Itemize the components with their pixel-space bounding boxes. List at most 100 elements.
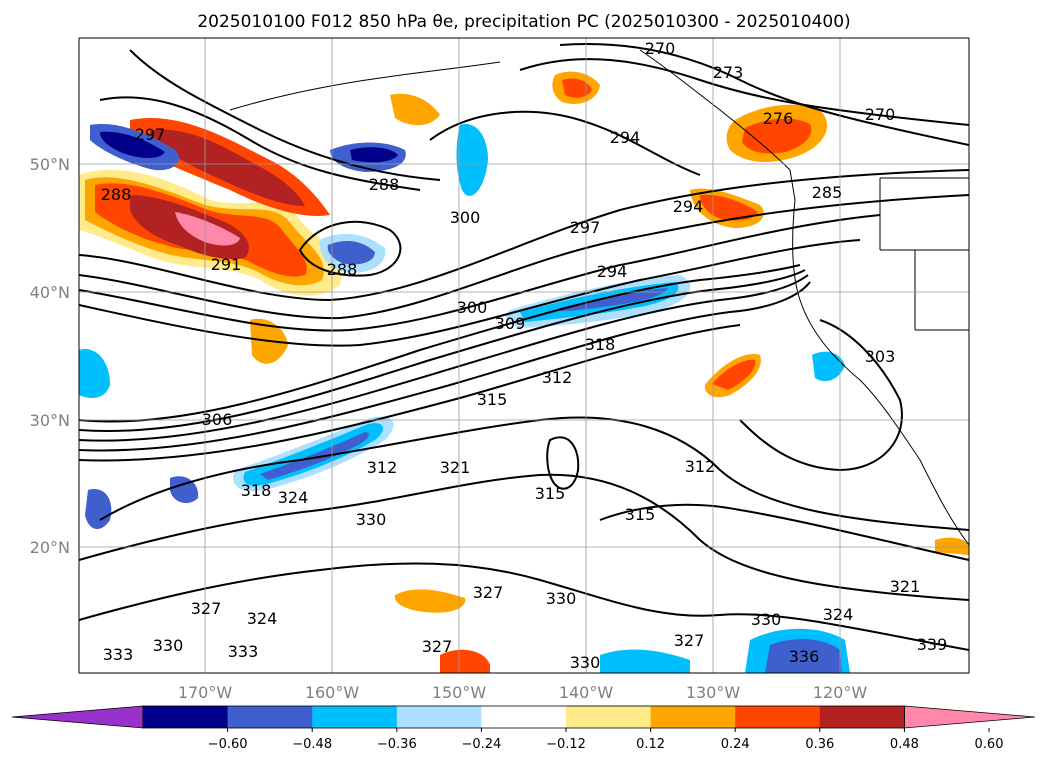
colorbar-bin [227, 706, 313, 728]
lon-label: 160°W [305, 683, 360, 702]
contour-line [99, 96, 421, 191]
contour-line [79, 324, 741, 462]
shade-negative [100, 131, 165, 158]
contour-line [79, 169, 969, 302]
contour-labels: 270 273 276 270 294 288 294 297 300 291 288 285 288 2… [101, 39, 948, 672]
map-frame [78, 37, 970, 674]
contour-line [79, 281, 811, 452]
contour-label: 300 [457, 298, 488, 317]
contour-label: 312 [367, 458, 398, 477]
contour-label: 315 [535, 484, 566, 503]
contour-label: 327 [422, 637, 453, 656]
colorbar-bin [143, 706, 229, 728]
lon-label: 170°W [178, 683, 233, 702]
shade-positive [175, 212, 240, 246]
contour-line [79, 473, 969, 601]
contour-label: 330 [751, 610, 782, 629]
contour-label: 270 [865, 105, 896, 124]
shade-positive [440, 649, 490, 673]
shade-positive [394, 589, 466, 613]
colorbar-tick-label: −0.60 [208, 737, 248, 752]
contour-label: 294 [597, 262, 628, 281]
contour-label: 303 [865, 347, 896, 366]
colorbar-bin [312, 706, 398, 728]
shade-negative [560, 288, 668, 311]
shade-negative [79, 349, 110, 398]
map-area: 270 273 276 270 294 288 294 297 300 291 288 285 288 2… [78, 37, 970, 674]
contour-line [79, 274, 809, 442]
shade-negative [327, 240, 375, 265]
colorbar-extend-high [904, 705, 1036, 729]
lat-label: 50°N [30, 155, 70, 174]
coastline [639, 49, 969, 546]
contour-label: 276 [763, 109, 794, 128]
colorbar-bin [735, 706, 821, 728]
colorbar-extend-low [11, 705, 144, 729]
theta-e-contours [79, 43, 969, 651]
shade-positive [562, 78, 592, 98]
contour-line [79, 562, 969, 651]
shade-negative [170, 476, 199, 504]
contour-line [129, 49, 441, 181]
colorbar-bin [819, 706, 905, 728]
contour-label: 300 [450, 208, 481, 227]
contour-label: 318 [241, 481, 272, 500]
contour-line [519, 58, 969, 126]
shade-positive [742, 118, 812, 154]
contour-label: 330 [153, 636, 184, 655]
contour-label: 315 [625, 505, 656, 524]
contour-label: 309 [495, 314, 526, 333]
colorbar-frame [142, 705, 905, 729]
colorbar-tick-label: 0.24 [721, 737, 750, 752]
contour-label: 336 [789, 647, 820, 666]
contour-line [429, 110, 701, 176]
contour-line [546, 436, 580, 490]
contour-label: 291 [211, 255, 242, 274]
lat-label: 30°N [30, 411, 70, 430]
shade-positive [712, 359, 756, 390]
contour-line [298, 220, 402, 277]
contour-label: 315 [477, 390, 508, 409]
contour-label: 327 [674, 631, 705, 650]
contour-label: 330 [356, 510, 387, 529]
contour-label: 312 [685, 457, 716, 476]
contour-line [79, 214, 881, 332]
colorbar-tick-label: 0.48 [890, 737, 919, 752]
contour-label: 312 [542, 368, 573, 387]
contour-label: 294 [673, 197, 704, 216]
contour-line [559, 43, 969, 146]
colorbar-tick-label: −0.36 [377, 737, 417, 752]
contour-line [79, 194, 969, 320]
lon-label: 150°W [432, 683, 487, 702]
contour-label: 297 [135, 125, 166, 144]
contour-label: 288 [369, 175, 400, 194]
colorbar-tick-label: 0.12 [636, 737, 665, 752]
lon-label: 120°W [813, 683, 868, 702]
contour-label: 306 [202, 410, 233, 429]
shade-positive [150, 129, 305, 206]
colorbar-bin [396, 706, 482, 728]
shade-negative [600, 649, 690, 673]
colorbar-bin [566, 706, 652, 728]
contour-label: 333 [228, 642, 259, 661]
latitude-labels: 50°N 40°N 30°N 20°N [30, 155, 70, 557]
longitude-labels: 170°W 160°W 150°W 140°W 130°W 120°W [178, 683, 868, 702]
contour-label: 270 [645, 39, 676, 58]
shade-negative [85, 489, 112, 530]
contour-label: 321 [890, 577, 921, 596]
colorbar-tick-label: −0.24 [461, 737, 501, 752]
colorbar: −0.60 −0.48 −0.36 −0.24 −0.12 0.12 0.24 0.36 0.4… [11, 705, 1036, 752]
contour-label: 321 [440, 458, 471, 477]
contour-label: 324 [278, 488, 309, 507]
contour-label: 318 [585, 335, 616, 354]
contour-label: 288 [327, 260, 358, 279]
lon-label: 130°W [686, 683, 741, 702]
colorbar-bin [481, 706, 567, 728]
contour-label: 294 [610, 128, 641, 147]
shade-negative [260, 432, 370, 480]
lat-label: 20°N [30, 538, 70, 557]
contour-line [599, 503, 969, 561]
colorbar-tick-label: 0.36 [805, 737, 834, 752]
shade-negative [350, 147, 398, 163]
